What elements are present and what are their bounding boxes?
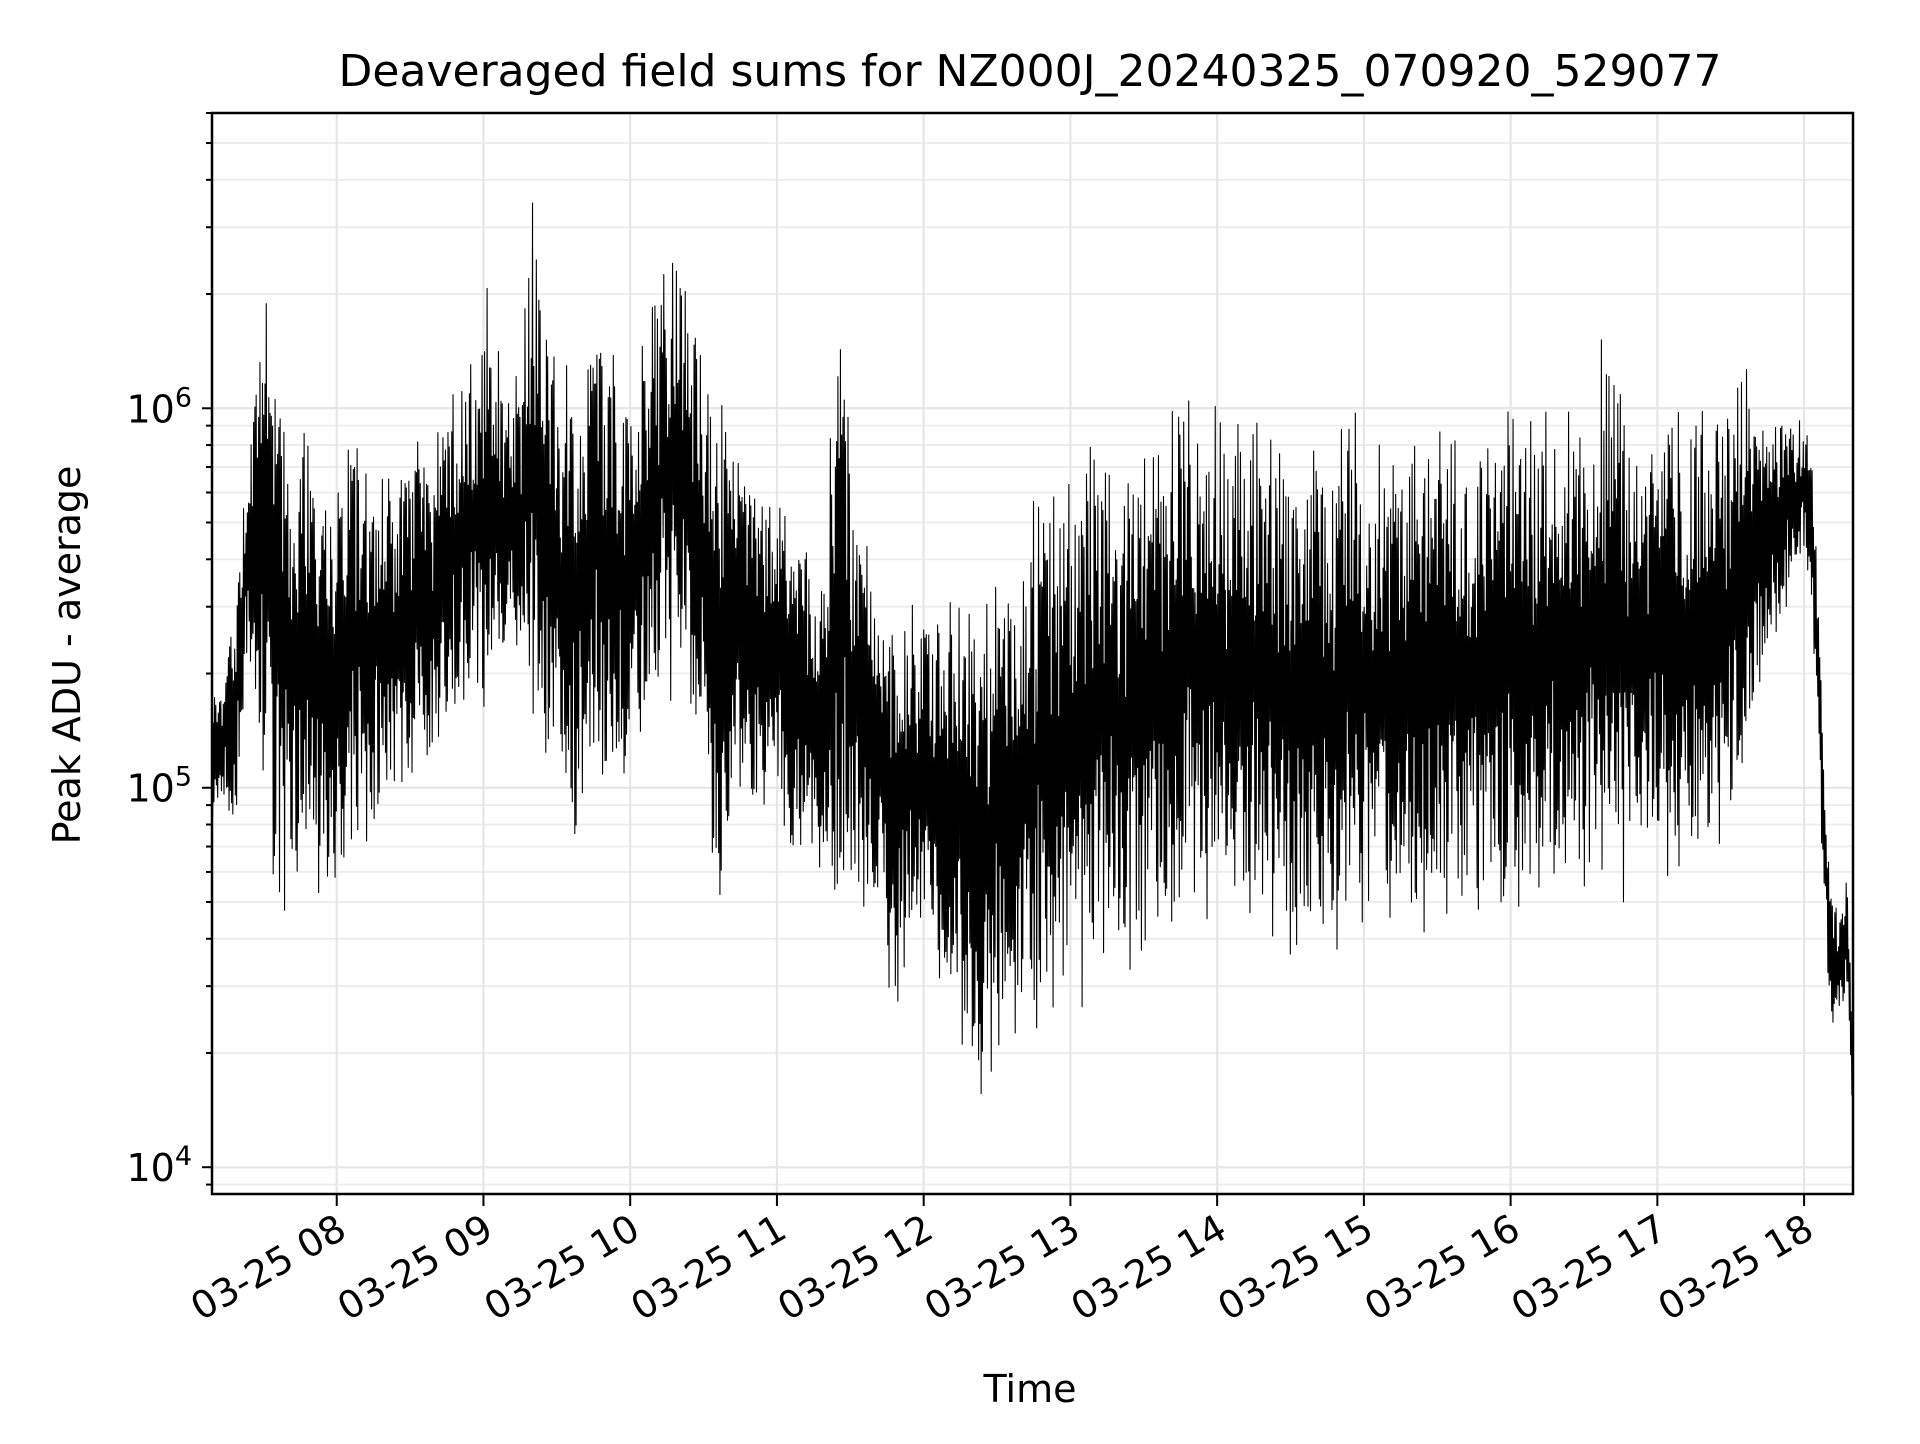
x-tick-label: 03-25 10	[477, 1206, 647, 1330]
y-tick-label: 104	[126, 1141, 192, 1190]
x-tick-label: 03-25 11	[623, 1206, 793, 1330]
y-axis: 104 105 106	[126, 112, 212, 1190]
x-tick-label: 03-25 16	[1357, 1206, 1527, 1330]
x-tick-label: 03-25 18	[1651, 1206, 1821, 1330]
y-axis-label: Peak ADU - average	[45, 466, 89, 845]
x-axis-label: Time	[983, 1367, 1077, 1411]
x-tick-label: 03-25 08	[183, 1206, 353, 1330]
series-line	[211, 202, 1854, 1096]
x-tick-label: 03-25 12	[770, 1206, 940, 1330]
x-tick-label: 03-25 14	[1064, 1206, 1234, 1330]
plot-frame	[210, 111, 1855, 1196]
x-tick-label: 03-25 17	[1504, 1206, 1674, 1330]
chart-title: Deaveraged field sums for NZ000J_2024032…	[339, 46, 1722, 97]
x-tick-label: 03-25 13	[917, 1206, 1087, 1330]
x-tick-label: 03-25 15	[1210, 1206, 1380, 1330]
y-tick-label: 105	[126, 762, 192, 811]
x-tick-label: 03-25 09	[330, 1206, 500, 1330]
y-tick-label: 106	[126, 382, 192, 431]
